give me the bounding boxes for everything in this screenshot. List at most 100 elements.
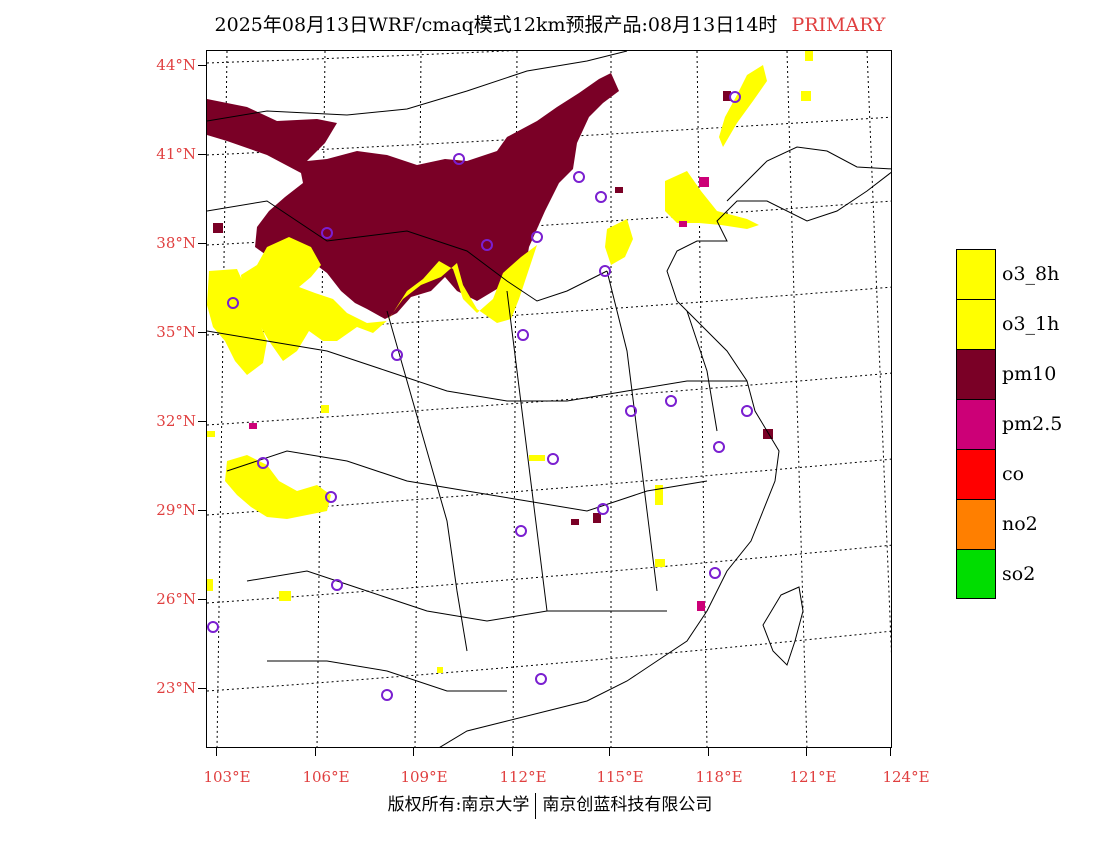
- legend-swatch: [956, 249, 996, 299]
- station-marker: [391, 349, 403, 361]
- o3-speck: [207, 431, 215, 437]
- o3-speck: [321, 405, 329, 413]
- station-marker: [207, 621, 219, 633]
- legend-label: pm10: [1002, 363, 1057, 385]
- station-marker: [597, 503, 609, 515]
- legend-swatch: [956, 499, 996, 549]
- o3-area-beijing-south: [605, 219, 633, 265]
- province-border: [267, 660, 507, 692]
- lon-label-103: 103°E: [203, 768, 251, 786]
- meridian-124: [866, 51, 891, 655]
- map-title: 2025年08月13日WRF/cmaq模式12km预报产品:08月13日14时 P…: [0, 10, 1100, 37]
- province-border: [207, 200, 608, 302]
- legend-label: o3_1h: [1002, 313, 1060, 335]
- province-border: [246, 570, 667, 622]
- border-north: [207, 51, 628, 122]
- station-marker: [535, 673, 547, 685]
- legend-label: no2: [1002, 513, 1038, 535]
- legend-item-o3-8h: o3_8h: [956, 249, 1096, 299]
- legend-swatch: [956, 549, 996, 599]
- footer-credits: 版权所有:南京大学 南京创蓝科技有限公司: [0, 790, 1100, 819]
- lon-label-109: 109°E: [400, 768, 448, 786]
- pm10-speck: [593, 513, 601, 523]
- coastline-liaodong: [726, 146, 891, 202]
- lon-tick: [413, 748, 414, 756]
- province-border: [226, 450, 708, 512]
- lat-tick: [198, 421, 206, 422]
- coastline: [439, 171, 891, 747]
- pm25-speck: [249, 423, 257, 429]
- lon-tick: [216, 748, 217, 756]
- ozone-region: [207, 51, 813, 673]
- parallel-29: [207, 458, 891, 516]
- lat-tick: [198, 65, 206, 66]
- primary-tag: PRIMARY: [791, 14, 886, 36]
- copyright-text: 版权所有:南京大学: [387, 795, 530, 815]
- meridian-121: [786, 51, 808, 747]
- o3-area-central: [241, 237, 537, 361]
- station-marker: [227, 297, 239, 309]
- station-marker: [515, 525, 527, 537]
- lat-label-44: 44°N: [156, 56, 196, 74]
- o3-area-northeast: [665, 171, 759, 229]
- lon-tick: [315, 748, 316, 756]
- lat-label-41: 41°N: [156, 145, 196, 163]
- o3-speck: [279, 591, 291, 601]
- legend-label: co: [1002, 463, 1025, 485]
- o3-area-west: [207, 269, 267, 375]
- meridian-106: [316, 51, 326, 747]
- pm10-speck: [615, 187, 623, 193]
- pm10-speck: [213, 223, 223, 233]
- province-border: [506, 290, 548, 612]
- o3-area-northeast-strip: [719, 65, 767, 147]
- legend-label: pm2.5: [1002, 413, 1063, 435]
- boundaries: [207, 51, 891, 747]
- station-marker: [381, 689, 393, 701]
- lon-tick: [512, 748, 513, 756]
- lon-label-124: 124°E: [882, 768, 930, 786]
- o3-speck: [805, 51, 813, 61]
- legend-item-co: co: [956, 449, 1096, 499]
- lon-tick: [890, 748, 891, 756]
- station-marker: [595, 191, 607, 203]
- station-marker: [331, 579, 343, 591]
- legend-swatch: [956, 349, 996, 399]
- footer-divider: [535, 792, 537, 819]
- station-marker: [325, 491, 337, 503]
- meridian-103: [216, 51, 228, 747]
- legend-swatch: [956, 449, 996, 499]
- province-border: [386, 310, 468, 652]
- pm10-speck: [571, 519, 579, 525]
- lat-tick: [198, 510, 206, 511]
- title-text: 2025年08月13日WRF/cmaq模式12km预报产品:08月13日14时: [214, 14, 778, 36]
- station-marker: [547, 453, 559, 465]
- meridian-118: [696, 51, 708, 747]
- pm10-speck: [723, 91, 731, 101]
- lon-label-112: 112°E: [499, 768, 547, 786]
- pm25-speck: [679, 221, 687, 227]
- legend: o3_8h o3_1h pm10 pm2.5 co no2 so2: [956, 249, 1096, 599]
- lon-label-121: 121°E: [789, 768, 837, 786]
- o3-speck: [207, 579, 213, 591]
- lon-label-106: 106°E: [302, 768, 350, 786]
- station-marker: [453, 153, 465, 165]
- station-marker: [625, 405, 637, 417]
- legend-swatch: [956, 299, 996, 349]
- station-marker: [599, 265, 611, 277]
- parallel-26: [207, 544, 891, 604]
- lat-label-38: 38°N: [156, 234, 196, 252]
- lat-label-32: 32°N: [156, 412, 196, 430]
- legend-label: o3_8h: [1002, 263, 1060, 285]
- province-border: [686, 310, 718, 432]
- station-marker: [729, 91, 741, 103]
- lat-tick: [198, 243, 206, 244]
- lat-label-35: 35°N: [156, 323, 196, 341]
- lon-tick: [708, 748, 709, 756]
- station-marker: [481, 239, 493, 251]
- legend-item-so2: so2: [956, 549, 1096, 599]
- province-border: [207, 330, 747, 402]
- lon-label-118: 118°E: [695, 768, 743, 786]
- meridian-109: [414, 51, 422, 747]
- station-marker: [713, 441, 725, 453]
- lat-tick: [198, 154, 206, 155]
